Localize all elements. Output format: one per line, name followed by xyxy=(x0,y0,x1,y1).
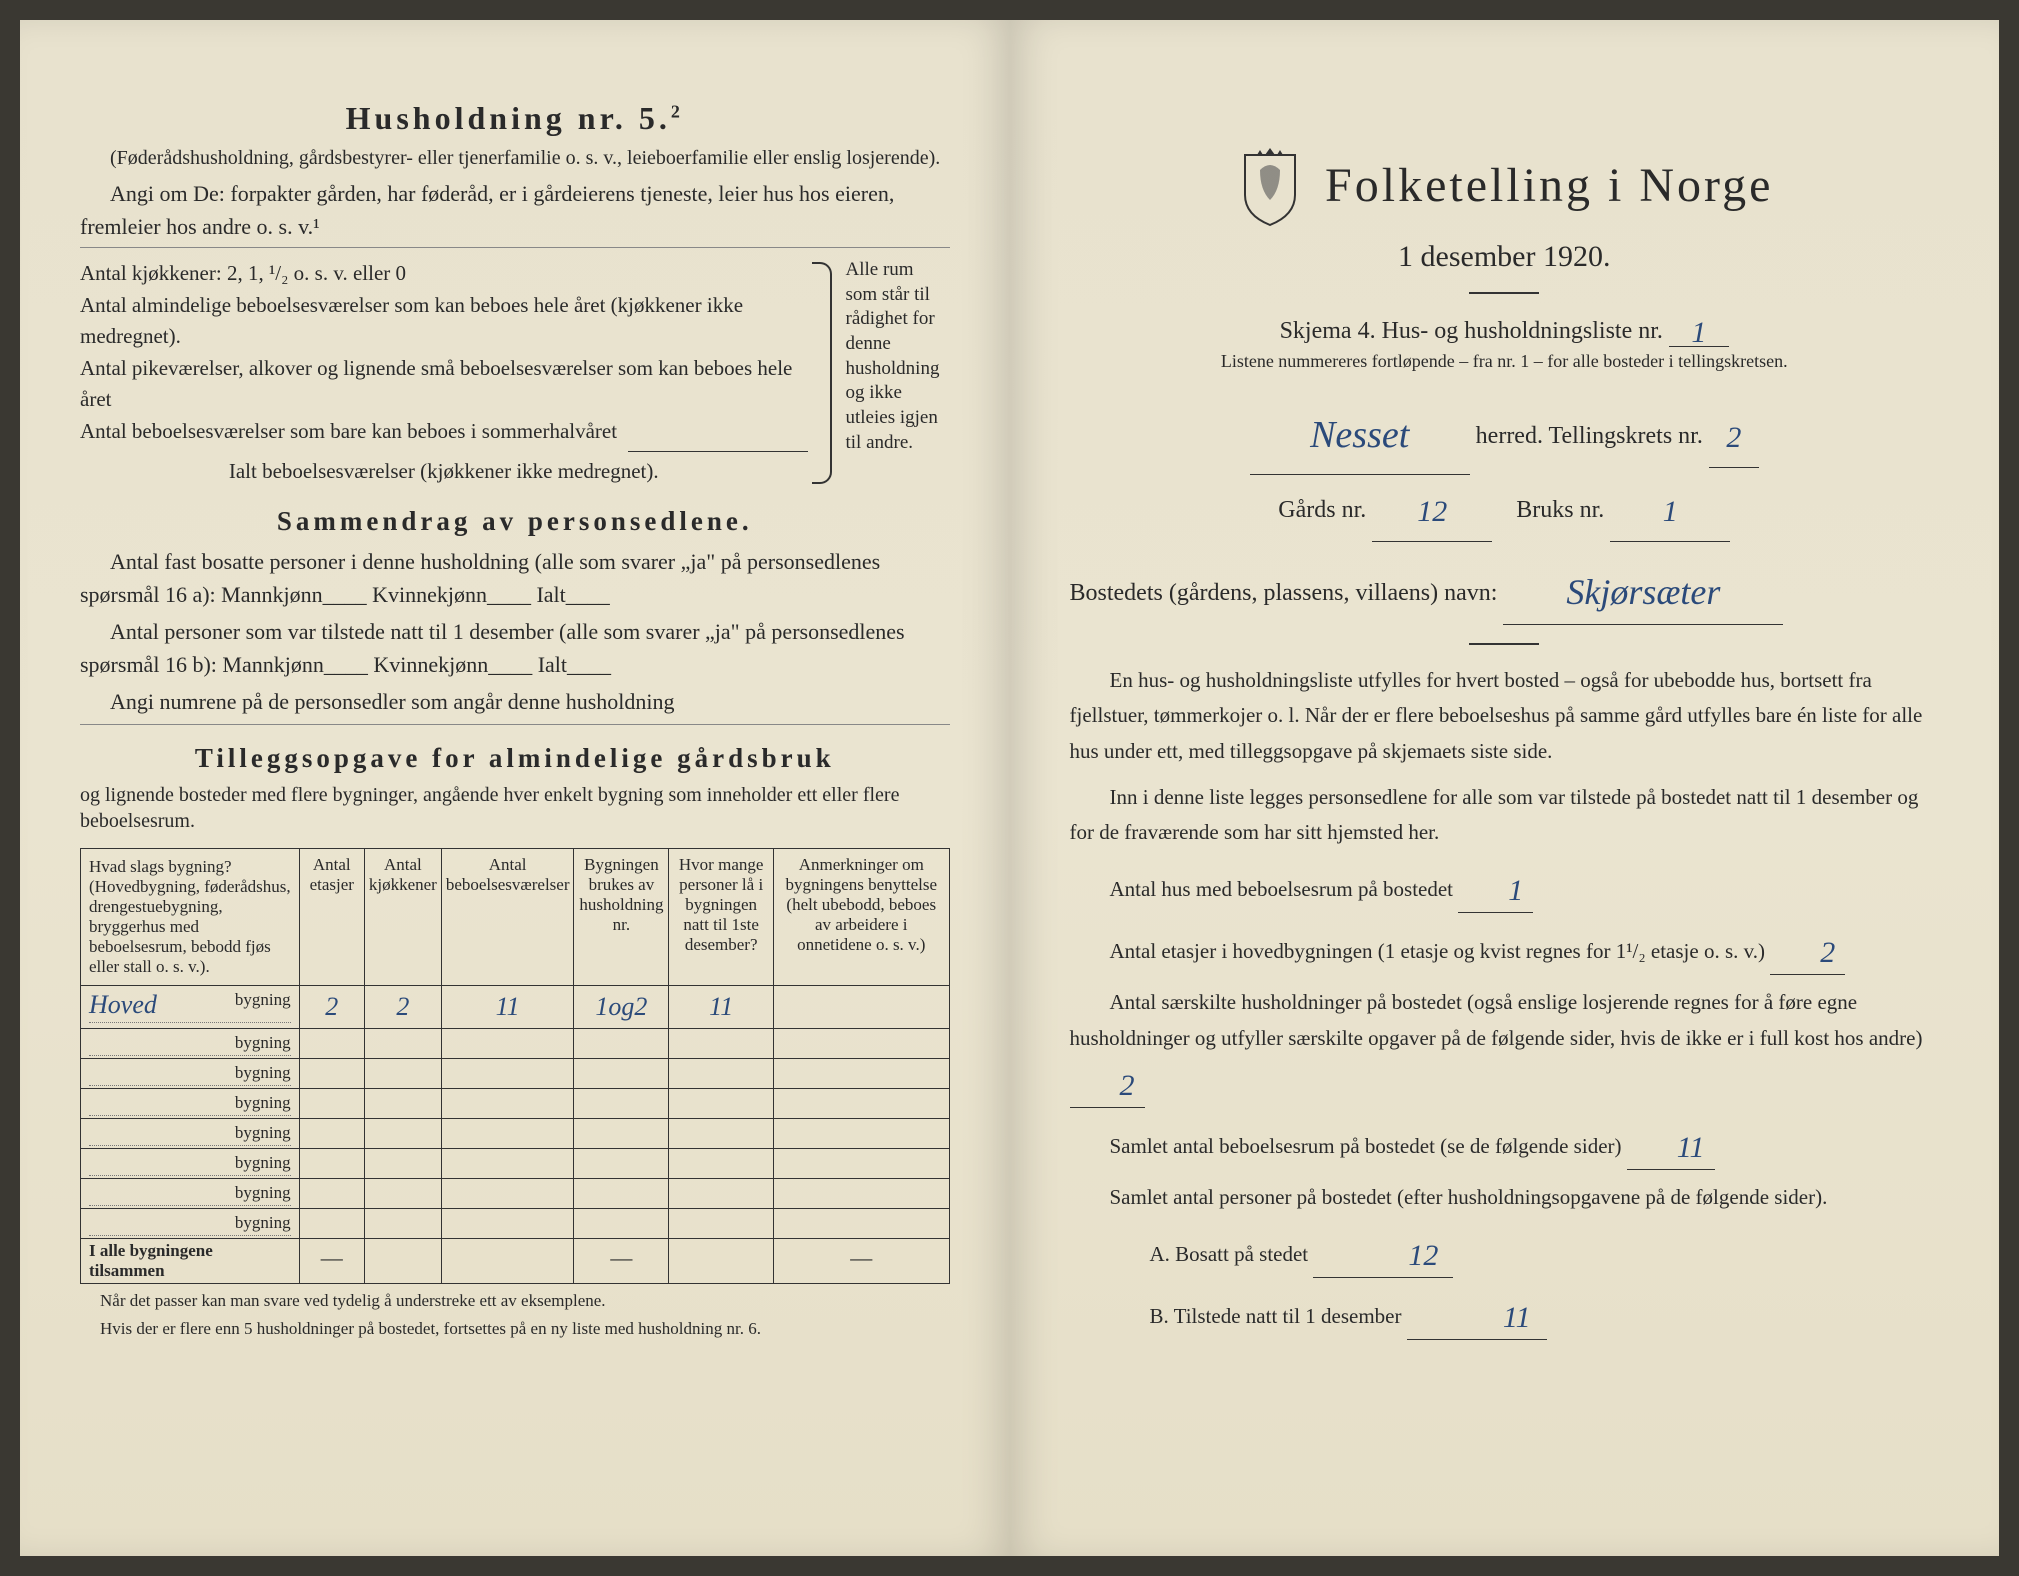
title-text: Husholdning nr. 5. xyxy=(346,100,671,136)
gards-line: Gårds nr. 12 Bruks nr. 1 xyxy=(1070,475,1940,542)
kitchen-line: Antal kjøkkener: 2, 1, ¹/₂ o. s. v. elle… xyxy=(80,258,808,290)
th-type: Hvad slags bygning? (Hovedbygning, føder… xyxy=(81,848,300,985)
q2-val: 2 xyxy=(1820,936,1835,969)
qB-val: 11 xyxy=(1503,1301,1531,1334)
bosted-val: Skjørsæter xyxy=(1566,572,1720,612)
main-title: Folketelling i Norge xyxy=(1325,158,1773,213)
table-row: bygning xyxy=(81,1148,950,1178)
q4-line: Samlet antal beboelsesrum på bostedet (s… xyxy=(1070,1118,1940,1170)
herred-line: Nesset herred. Tellingskrets nr. 2 xyxy=(1070,390,1940,475)
table-row: bygning xyxy=(81,1118,950,1148)
table-row: bygning xyxy=(81,1058,950,1088)
row1-c3: 11 xyxy=(496,992,520,1021)
q2-label: Antal etasjer i hovedbygningen (1 etasje… xyxy=(1110,939,1766,963)
section-tillegg-title: Tilleggsopgave for almindelige gårdsbruk xyxy=(80,743,950,774)
census-book-spread: Husholdning nr. 5.2 (Føderådshusholdning… xyxy=(20,20,1999,1556)
section-sammendrag-title: Sammendrag av personsedlene. xyxy=(80,506,950,537)
q1-val: 1 xyxy=(1508,874,1523,907)
bracket-note: Alle rum som står til rådighet for denne… xyxy=(840,258,950,488)
herred-val: Nesset xyxy=(1310,414,1409,456)
title-row: Folketelling i Norge xyxy=(1070,140,1940,230)
footnote-1: Når det passer kan man svare ved tydelig… xyxy=(80,1290,950,1312)
th-etasjer: Antal etasjer xyxy=(299,848,364,985)
date-line: 1 desember 1920. xyxy=(1070,240,1940,274)
table-header-row: Hvad slags bygning? (Hovedbygning, føder… xyxy=(81,848,950,985)
skjema-label: Skjema 4. Hus- og husholdningsliste nr. xyxy=(1280,318,1663,344)
gards-label: Gårds nr. xyxy=(1278,497,1366,523)
q3-line: Antal særskilte husholdninger på bostede… xyxy=(1070,985,1940,1108)
left-page: Husholdning nr. 5.2 (Føderådshusholdning… xyxy=(20,20,1010,1556)
s2-line3: Angi numrene på de personsedler som angå… xyxy=(80,685,950,718)
qA-line: A. Bosatt på stedet 12 xyxy=(1070,1226,1940,1278)
q4-label: Samlet antal beboelsesrum på bostedet (s… xyxy=(1110,1134,1622,1158)
divider xyxy=(1469,292,1539,294)
bosted-label: Bostedets (gårdens, plassens, villaens) … xyxy=(1070,580,1498,606)
row1-c6 xyxy=(773,985,949,1028)
th-personer: Hvor mange personer lå i bygningen natt … xyxy=(669,848,774,985)
qB-label: B. Tilstede natt til 1 desember xyxy=(1150,1304,1402,1328)
row1-c4: 1og2 xyxy=(595,992,647,1021)
rooms-total: Ialt beboelsesværelser (kjøkkener ikke m… xyxy=(80,456,808,488)
para-2: Inn i denne liste legges personsedlene f… xyxy=(1070,780,1940,851)
bruks-val: 1 xyxy=(1663,495,1678,528)
herred-label: herred. Tellingskrets nr. xyxy=(1476,423,1703,449)
table-row: bygning xyxy=(81,1208,950,1238)
q2-line: Antal etasjer i hovedbygningen (1 etasje… xyxy=(1070,923,1940,975)
right-page: Folketelling i Norge 1 desember 1920. Sk… xyxy=(1010,20,2000,1556)
th-kjokken: Antal kjøkkener xyxy=(364,848,441,985)
table-row: bygning xyxy=(81,1028,950,1058)
q5-line: Samlet antal personer på bostedet (efter… xyxy=(1070,1180,1940,1216)
th-anm: Anmerkninger om bygningens benyttelse (h… xyxy=(773,848,949,985)
table-row: bygning xyxy=(81,1178,950,1208)
bygning-label: bygning xyxy=(235,990,291,1020)
skjema-val: 1 xyxy=(1691,316,1706,349)
angi-text: Angi om De: forpakter gården, har føderå… xyxy=(80,177,950,243)
skjema-line: Skjema 4. Hus- og husholdningsliste nr. … xyxy=(1070,312,1940,347)
household-subtitle: (Føderådshusholdning, gårdsbestyrer- ell… xyxy=(80,145,950,171)
bruks-label: Bruks nr. xyxy=(1516,497,1604,523)
table-total-row: I alle bygningene tilsammen ——— xyxy=(81,1238,950,1283)
row1-c1: 2 xyxy=(325,992,338,1021)
table-row: Hoved bygning 2 2 11 1og2 11 xyxy=(81,985,950,1028)
q3-val: 2 xyxy=(1120,1069,1135,1102)
s2-line1: Antal fast bosatte personer i denne hush… xyxy=(80,545,950,611)
footnote-2: Hvis der er flere enn 5 husholdninger på… xyxy=(80,1318,950,1340)
qA-label: A. Bosatt på stedet xyxy=(1150,1242,1309,1266)
bosted-line: Bostedets (gårdens, plassens, villaens) … xyxy=(1070,552,1940,625)
gards-val: 12 xyxy=(1417,495,1447,528)
building-table: Hvad slags bygning? (Hovedbygning, føder… xyxy=(80,848,950,1284)
total-label: I alle bygningene tilsammen xyxy=(89,1241,213,1280)
coat-of-arms-icon xyxy=(1235,140,1305,230)
th-hushold: Bygningen brukes av husholdning nr. xyxy=(574,848,669,985)
table-row: bygning xyxy=(81,1088,950,1118)
household-title: Husholdning nr. 5.2 xyxy=(80,100,950,137)
numbering-note: Listene nummereres fortløpende – fra nr.… xyxy=(1070,351,1940,372)
q4-val: 11 xyxy=(1677,1131,1705,1164)
q1-line: Antal hus med beboelsesrum på bostedet 1 xyxy=(1070,861,1940,913)
divider xyxy=(1469,643,1539,645)
q3-label: Antal særskilte husholdninger på bostede… xyxy=(1070,990,1923,1050)
title-sup: 2 xyxy=(671,101,684,121)
rooms-bracket-group: Antal kjøkkener: 2, 1, ¹/₂ o. s. v. elle… xyxy=(80,258,950,488)
para-1: En hus- og husholdningsliste utfylles fo… xyxy=(1070,663,1940,770)
row1-name: Hoved xyxy=(89,990,157,1020)
q1-label: Antal hus med beboelsesrum på bostedet xyxy=(1110,877,1454,901)
rooms-line-1: Antal almindelige beboelsesværelser som … xyxy=(80,290,808,353)
krets-val: 2 xyxy=(1726,421,1741,454)
rooms-line-3: Antal beboelsesværelser som bare kan beb… xyxy=(80,416,808,448)
qA-val: 12 xyxy=(1408,1239,1438,1272)
row1-c2: 2 xyxy=(396,992,409,1021)
rooms-line-2: Antal pikeværelser, alkover og lignende … xyxy=(80,353,808,416)
th-vaerelser: Antal beboelsesværelser xyxy=(441,848,574,985)
curly-bracket xyxy=(812,262,832,484)
s2-line2: Antal personer som var tilstede natt til… xyxy=(80,615,950,681)
s3-sub: og lignende bosteder med flere bygninger… xyxy=(80,782,950,834)
row1-c5: 11 xyxy=(709,992,733,1021)
qB-line: B. Tilstede natt til 1 desember 11 xyxy=(1070,1288,1940,1340)
